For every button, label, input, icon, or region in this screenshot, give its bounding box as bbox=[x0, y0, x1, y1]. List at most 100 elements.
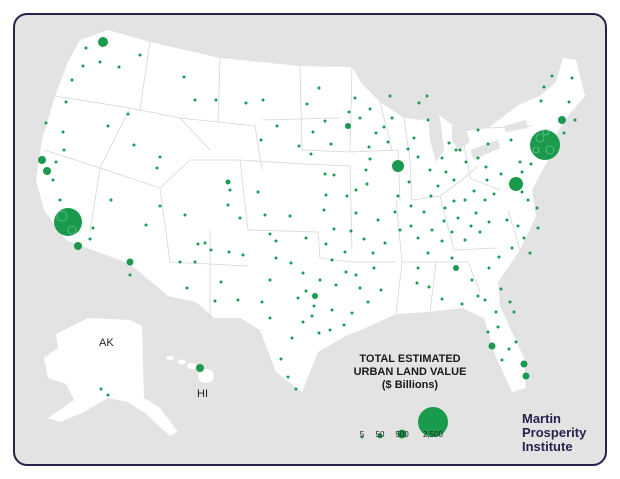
city-bubble-outline bbox=[67, 225, 77, 235]
city-bubble bbox=[70, 78, 74, 82]
city-bubble bbox=[442, 219, 446, 223]
city-bubble bbox=[374, 131, 378, 135]
city-bubble bbox=[275, 124, 279, 128]
great-lakes bbox=[380, 100, 528, 162]
city-bubble bbox=[392, 160, 404, 172]
city-bubble bbox=[526, 198, 530, 202]
city-bubble bbox=[330, 308, 334, 312]
city-bubble bbox=[464, 160, 468, 164]
city-bubble bbox=[182, 75, 186, 79]
city-bubble bbox=[454, 148, 458, 152]
city-bubble bbox=[508, 300, 512, 304]
city-bubble bbox=[371, 251, 375, 255]
city-bubble bbox=[324, 242, 328, 246]
city-bubble bbox=[520, 360, 528, 368]
city-bubble bbox=[318, 278, 322, 282]
city-bubble bbox=[456, 216, 460, 220]
city-bubble bbox=[259, 138, 263, 142]
legend-tick-500: 500 bbox=[395, 430, 409, 439]
city-bubble bbox=[225, 179, 231, 185]
legend-circle-2500 bbox=[418, 407, 448, 437]
city-bubble bbox=[416, 266, 420, 270]
city-bubble bbox=[74, 242, 82, 250]
city-bubble bbox=[509, 138, 513, 142]
city-bubble bbox=[412, 136, 416, 140]
city-bubble bbox=[406, 147, 410, 151]
city-bubble bbox=[260, 300, 264, 304]
brand-line3: Institute bbox=[522, 439, 573, 454]
city-bubble bbox=[274, 256, 278, 260]
city-bubble bbox=[43, 167, 51, 175]
city-bubble-outline bbox=[545, 145, 555, 155]
city-bubble bbox=[364, 168, 368, 172]
city-bubble bbox=[54, 160, 58, 164]
city-bubble bbox=[256, 190, 260, 194]
city-bubble bbox=[393, 210, 397, 214]
city-bubble bbox=[478, 230, 482, 234]
city-bubble bbox=[343, 250, 347, 254]
city-bubble bbox=[450, 230, 454, 234]
city-bubble bbox=[487, 220, 491, 224]
city-bubble bbox=[238, 216, 242, 220]
city-bubble bbox=[463, 198, 467, 202]
contiguous-us-landmass bbox=[36, 30, 585, 392]
city-bubble bbox=[334, 283, 338, 287]
city-bubble bbox=[301, 271, 305, 275]
city-bubble bbox=[522, 236, 526, 240]
legend-title: TOTAL ESTIMATED URBAN LAND VALUE ($ Bill… bbox=[350, 353, 470, 392]
city-bubble bbox=[155, 166, 159, 170]
city-bubble bbox=[497, 255, 501, 259]
city-bubble bbox=[358, 286, 362, 290]
city-bubble-outline bbox=[542, 128, 550, 136]
city-bubble bbox=[323, 172, 327, 176]
city-bubble bbox=[329, 142, 333, 146]
city-bubble bbox=[193, 260, 197, 264]
city-bubble bbox=[349, 229, 353, 233]
city-bubble bbox=[62, 148, 66, 152]
city-bubble bbox=[54, 208, 82, 236]
city-bubble bbox=[290, 336, 294, 340]
city-bubble bbox=[390, 116, 394, 120]
city-bubble-outline bbox=[56, 210, 68, 222]
city-bubble bbox=[91, 226, 95, 230]
city-bubble bbox=[268, 232, 272, 236]
city-bubble bbox=[138, 53, 142, 57]
city-bubble bbox=[305, 102, 309, 106]
city-bubble bbox=[88, 237, 92, 241]
city-bubble bbox=[450, 256, 454, 260]
city-bubble bbox=[332, 173, 336, 177]
city-bubble bbox=[539, 99, 543, 103]
city-bubble-outline bbox=[535, 133, 545, 143]
city-bubble bbox=[422, 210, 426, 214]
city-bubble bbox=[366, 300, 370, 304]
city-bubble bbox=[570, 76, 574, 80]
city-bubble bbox=[542, 85, 546, 89]
legend-circles bbox=[360, 407, 448, 439]
city-bubble bbox=[550, 74, 554, 78]
city-bubble bbox=[415, 281, 419, 285]
city-bubble bbox=[268, 316, 272, 320]
city-bubble bbox=[132, 143, 136, 147]
city-bubble bbox=[518, 160, 522, 164]
city-bubble bbox=[567, 100, 571, 104]
city-bubble bbox=[64, 100, 68, 104]
brand-line1: Martin bbox=[522, 411, 561, 426]
city-bubble bbox=[309, 152, 313, 156]
city-bubble bbox=[289, 261, 293, 265]
city-bubble bbox=[126, 258, 134, 266]
city-bubble bbox=[304, 289, 308, 293]
city-bubble bbox=[241, 253, 245, 257]
city-bubble bbox=[193, 98, 197, 102]
city-bubble bbox=[474, 211, 478, 215]
city-bubble bbox=[58, 198, 62, 202]
city-bubble bbox=[203, 241, 207, 245]
city-bubble bbox=[458, 148, 462, 152]
legend-title-line3: ($ Billions) bbox=[381, 379, 439, 391]
city-bubble bbox=[322, 208, 326, 212]
city-bubble bbox=[330, 258, 334, 262]
city-bubble bbox=[469, 224, 473, 228]
city-bubble bbox=[486, 142, 490, 146]
city-bubble bbox=[372, 266, 376, 270]
city-bubble bbox=[354, 273, 358, 277]
